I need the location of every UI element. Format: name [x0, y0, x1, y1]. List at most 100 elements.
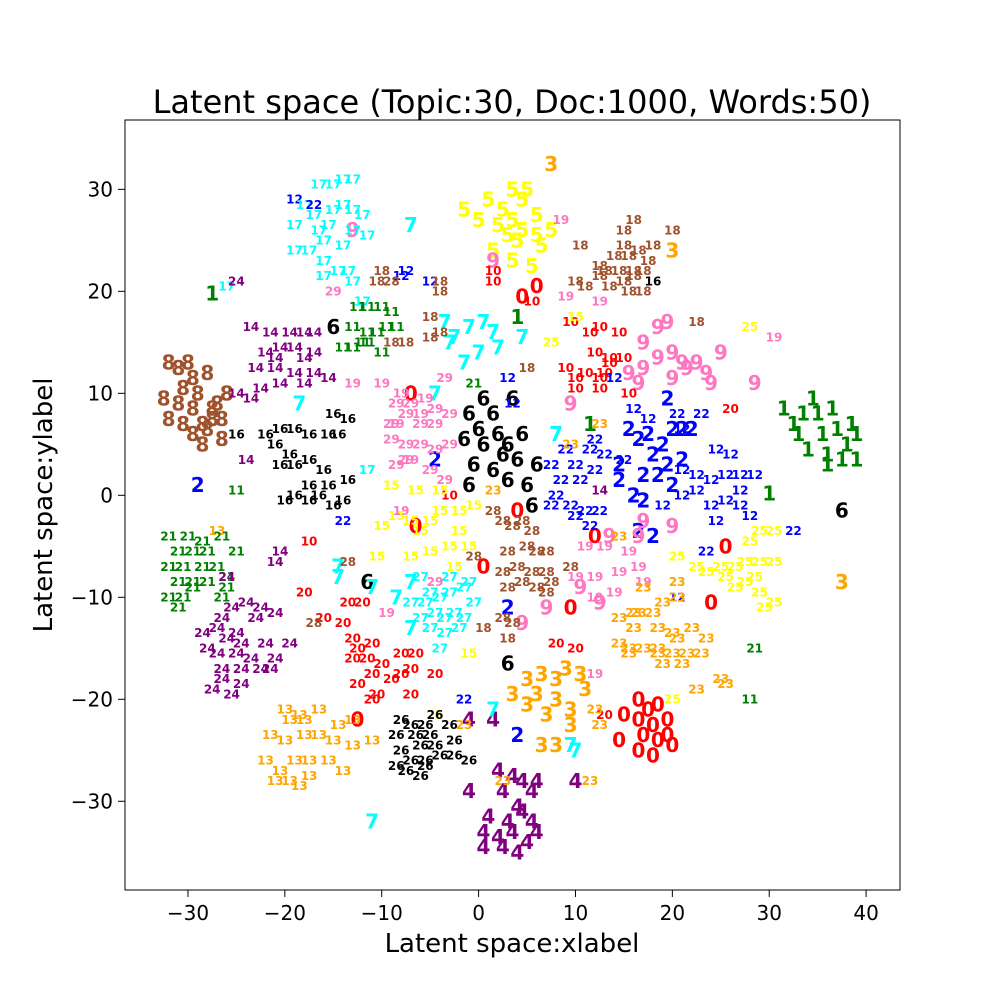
- topic-0-point: 0: [612, 728, 626, 752]
- topic-8-point: 8: [176, 376, 190, 400]
- topic-7-point: 7: [428, 381, 442, 405]
- topic-14-point: 14: [281, 325, 298, 339]
- topic-18-point: 18: [431, 274, 448, 288]
- topic-18-point: 18: [625, 213, 642, 227]
- topic-1-point: 1: [791, 422, 805, 446]
- topic-13-point: 13: [281, 774, 298, 788]
- topic-18-point: 18: [620, 249, 637, 263]
- topic-9-point: 9: [636, 330, 650, 354]
- topic-9-point: 9: [631, 524, 645, 548]
- topic-16-point: 16: [286, 489, 303, 503]
- topic-1-point: 1: [845, 412, 859, 436]
- topic-12-point: 12: [703, 499, 720, 513]
- topic-23-point: 23: [664, 647, 681, 661]
- topic-11-point: 11: [335, 341, 352, 355]
- topic-18-point: 18: [373, 264, 390, 278]
- topic-22-point: 22: [693, 407, 710, 421]
- topic-12-point: 12: [398, 264, 415, 278]
- topic-16-point: 16: [310, 489, 327, 503]
- topic-17-point: 17: [306, 208, 323, 222]
- topic-16-point: 16: [267, 438, 284, 452]
- topic-28-point: 28: [538, 565, 555, 579]
- topic-9-point: 9: [665, 341, 679, 365]
- topic-6-point: 6: [472, 417, 486, 441]
- topic-8-point: 8: [210, 392, 224, 416]
- topic-23-point: 23: [717, 677, 734, 691]
- topic-18-point: 18: [398, 336, 415, 350]
- topic-21-point: 21: [175, 590, 192, 604]
- topic-18-point: 18: [431, 325, 448, 339]
- x-tick-label: 20: [660, 901, 685, 925]
- topic-28-point: 28: [524, 524, 541, 538]
- topic-4-point: 4: [476, 820, 490, 844]
- topic-4-point: 4: [491, 759, 505, 783]
- topic-27-point: 27: [456, 580, 473, 594]
- topic-25-point: 25: [751, 555, 768, 569]
- topic-9-point: 9: [661, 310, 675, 334]
- topic-4-point: 4: [506, 764, 520, 788]
- topic-22-point: 22: [669, 407, 686, 421]
- topic-2-point: 2: [191, 473, 205, 497]
- topic-24-point: 24: [209, 647, 226, 661]
- topic-20-point: 20: [349, 641, 366, 655]
- topic-10-point: 10: [567, 381, 584, 395]
- topic-15-point: 15: [567, 310, 584, 324]
- topic-23-point: 23: [654, 657, 671, 671]
- topic-17-point: 17: [310, 223, 327, 237]
- topic-29-point: 29: [412, 438, 429, 452]
- topic-13-point: 13: [291, 708, 308, 722]
- topic-27-point: 27: [422, 621, 439, 635]
- topic-23-point: 23: [649, 647, 666, 661]
- topic-17-point: 17: [315, 269, 332, 283]
- topic-8-point: 8: [205, 397, 219, 421]
- topic-18-point: 18: [635, 285, 652, 299]
- topic-6-point: 6: [462, 473, 476, 497]
- topic-14-point: 14: [296, 351, 313, 365]
- topic-14-point: 14: [257, 346, 274, 360]
- topic-24-point: 24: [252, 662, 269, 676]
- topic-29-point: 29: [427, 402, 444, 416]
- topic-9-point: 9: [651, 315, 665, 339]
- topic-16-point: 16: [276, 494, 293, 508]
- topic-21-point: 21: [184, 575, 201, 589]
- topic-17-point: 17: [335, 198, 352, 212]
- topic-24-point: 24: [214, 672, 231, 686]
- topic-8-point: 8: [171, 392, 185, 416]
- topic-26-point: 26: [422, 728, 439, 742]
- topic-12-point: 12: [732, 499, 749, 513]
- topic-8-point: 8: [196, 432, 210, 456]
- topic-3-point: 3: [530, 682, 544, 706]
- topic-6-point: 6: [467, 453, 481, 477]
- topic-6-point: 6: [506, 386, 520, 410]
- topic-19-point: 19: [417, 392, 434, 406]
- topic-13-point: 13: [310, 728, 327, 742]
- topic-15-point: 15: [369, 550, 386, 564]
- topic-23-point: 23: [591, 718, 608, 732]
- topic-7-point: 7: [515, 325, 529, 349]
- topic-1-point: 1: [825, 397, 839, 421]
- topic-0-point: 0: [409, 514, 423, 538]
- topic-5-point: 5: [491, 213, 505, 237]
- topic-0-point: 0: [564, 595, 578, 619]
- topic-23-point: 23: [586, 703, 603, 717]
- topic-0-point: 0: [404, 381, 418, 405]
- topic-2-point: 2: [612, 468, 626, 492]
- topic-27-point: 27: [461, 575, 478, 589]
- topic-25-point: 25: [737, 575, 754, 589]
- topic-0-point: 0: [646, 713, 660, 737]
- topic-19-point: 19: [586, 570, 603, 584]
- topic-0-point: 0: [530, 274, 544, 298]
- topic-17-point: 17: [335, 239, 352, 253]
- topic-14-point: 14: [228, 387, 245, 401]
- topic-23-point: 23: [635, 580, 652, 594]
- topic-9-point: 9: [680, 356, 694, 380]
- topic-8-point: 8: [181, 351, 195, 375]
- topic-18-point: 18: [616, 223, 633, 237]
- topic-12-point: 12: [606, 371, 623, 385]
- topic-25-point: 25: [737, 555, 754, 569]
- topic-21-point: 21: [218, 570, 235, 584]
- topic-21-point: 21: [214, 529, 231, 543]
- topic-25-point: 25: [766, 555, 783, 569]
- topic-8-point: 8: [162, 351, 176, 375]
- topic-10-point: 10: [596, 366, 613, 380]
